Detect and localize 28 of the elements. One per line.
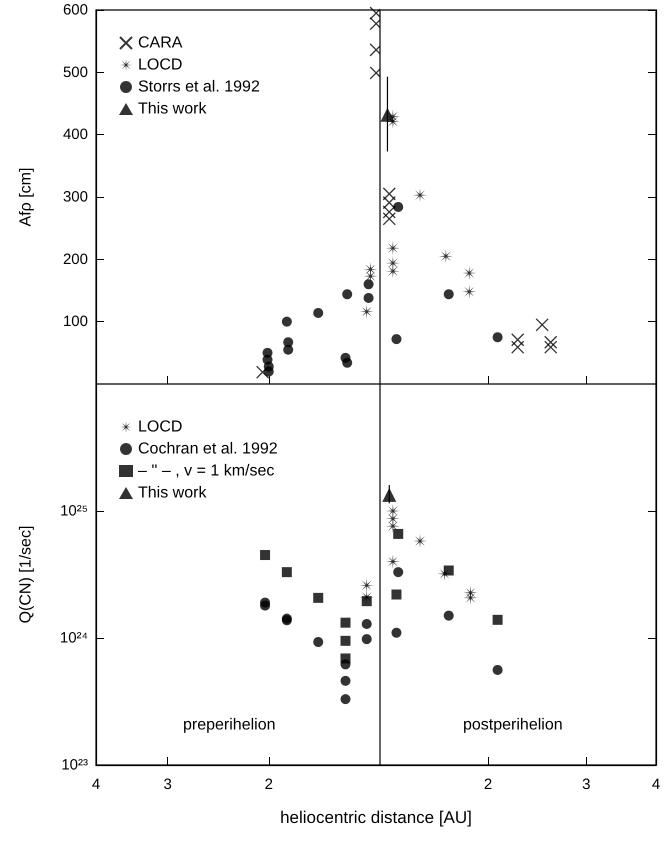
y-axis-title: Afρ [cm] xyxy=(18,168,34,226)
y-tick-label: 600 xyxy=(62,2,88,18)
legend-label: Storrs et al. 1992 xyxy=(138,78,260,96)
x-tick-label: 3 xyxy=(582,776,590,793)
legend-label: This work xyxy=(138,100,208,118)
x-tick-label: 4 xyxy=(92,776,100,793)
y-tick-label: 10²⁵ xyxy=(60,502,88,520)
y-tick-label: 10²⁴ xyxy=(60,630,88,646)
x-tick-label: 2 xyxy=(484,776,492,793)
y-tick-label: 500 xyxy=(62,64,88,81)
y-axis-title: Q(CN) [1/sec] xyxy=(18,526,34,624)
y-tick-label: 100 xyxy=(62,313,88,330)
legend-label: CARA xyxy=(138,34,183,52)
annotation: preperihelion xyxy=(183,716,276,734)
x-tick-label: 4 xyxy=(652,776,660,793)
x-axis-title: heliocentric distance [AU] xyxy=(279,808,473,828)
x-tick-label: 2 xyxy=(264,776,273,793)
y-tick-label: 200 xyxy=(62,250,88,268)
annotation: postperihelion xyxy=(463,716,563,734)
legend-label: LOCD xyxy=(138,418,182,436)
x-tick-label: 3 xyxy=(164,776,172,793)
legend-label: This work xyxy=(138,484,208,502)
legend-label: LOCD xyxy=(138,56,182,74)
legend-label: Cochran et al. 1992 xyxy=(138,440,278,458)
y-tick-label: 10²³ xyxy=(61,756,88,774)
y-tick-label: 400 xyxy=(62,126,88,144)
legend-label: – '' – , v = 1 km/sec xyxy=(138,462,274,480)
y-tick-label: 300 xyxy=(62,188,88,206)
